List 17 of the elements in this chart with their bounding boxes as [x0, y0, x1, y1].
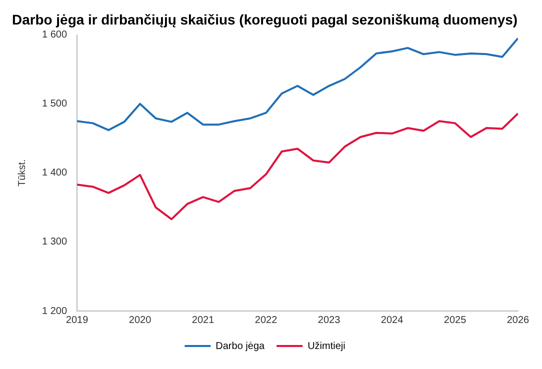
x-tick-label: 2020: [128, 314, 152, 326]
y-tick-label: 1 200: [42, 306, 68, 317]
x-tick-label: 2026: [506, 314, 530, 326]
x-tick-label: 2021: [192, 314, 215, 326]
y-tick-label: 1 400: [42, 168, 68, 179]
x-tick-label: 2022: [254, 314, 278, 326]
x-tick-label: 2024: [380, 314, 404, 326]
y-tick-label: 1 500: [42, 98, 68, 110]
y-axis-title: Tūkst.: [16, 159, 28, 187]
x-tick-label: 2019: [66, 314, 89, 326]
x-tick-label: 2025: [444, 314, 467, 326]
y-tick-label: 1 300: [42, 236, 68, 248]
x-tick-label: 2023: [318, 314, 341, 326]
legend-label: Darbo jėga: [216, 340, 266, 352]
y-tick-label: 1 600: [42, 30, 68, 41]
legend-label: Užimtieji: [308, 340, 346, 352]
chart-title: Darbo jėga ir dirbančiųjų skaičius (koreguoti pagal sezoniškumą duomenys): [12, 11, 518, 28]
